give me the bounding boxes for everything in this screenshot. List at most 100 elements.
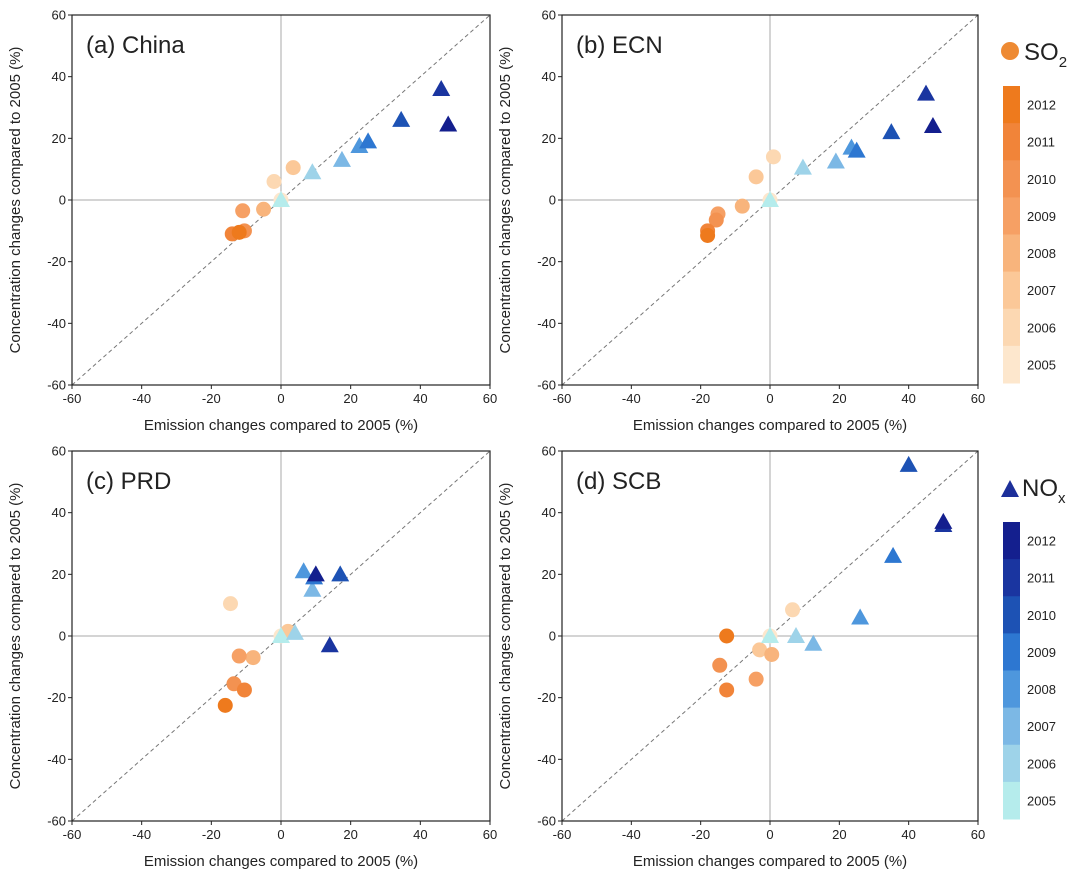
so2-point-2007 <box>748 169 764 185</box>
y-tick-label: 0 <box>549 629 556 644</box>
y-tick-label: 60 <box>542 444 556 459</box>
colorbar-swatch-2010 <box>1003 596 1020 634</box>
colorbar-year-label: 2007 <box>1027 719 1056 734</box>
colorbar-swatch-2006 <box>1003 744 1020 783</box>
y-tick-label: -60 <box>537 814 556 829</box>
nox-point-2008 <box>851 608 870 625</box>
so2-point-2012 <box>217 697 233 713</box>
colorbar-year-label: 2010 <box>1027 608 1056 623</box>
nox-point-2006 <box>793 158 812 175</box>
colorbar-year-label: 2008 <box>1027 246 1056 261</box>
so2-point-2006 <box>785 602 801 618</box>
so2-point-2007 <box>752 642 768 658</box>
x-axis-label: Emission changes compared to 2005 (%) <box>633 417 907 434</box>
nox-point-2010 <box>882 123 901 140</box>
colorbar-year-label: 2007 <box>1027 283 1056 298</box>
x-tick-label: 40 <box>901 391 915 406</box>
y-tick-label: 0 <box>59 193 66 208</box>
y-tick-label: 40 <box>52 69 66 84</box>
x-tick-label: 40 <box>413 391 427 406</box>
so2-point-2008 <box>256 201 272 217</box>
nox-point-2010 <box>392 110 411 127</box>
so2-point-2007 <box>285 160 301 176</box>
x-tick-label: 40 <box>413 827 427 842</box>
x-tick-label: 40 <box>901 827 915 842</box>
nox-point-2006 <box>285 623 304 640</box>
x-tick-label: 60 <box>483 391 497 406</box>
colorbar-swatch-2008 <box>1003 670 1020 709</box>
colorbar-swatch-2011 <box>1003 559 1020 597</box>
nox-point-2005 <box>272 627 290 643</box>
nox-point-2012 <box>934 512 953 529</box>
colorbar-swatch-2009 <box>1003 633 1020 671</box>
x-tick-label: 0 <box>277 391 284 406</box>
legend-nox: NOx 2012 2011 2010 2009 2008 2007 2006 2005 <box>1001 475 1066 820</box>
x-tick-label: -20 <box>691 827 710 842</box>
colorbar-year-label: 2009 <box>1027 645 1056 660</box>
x-tick-label: -20 <box>691 391 710 406</box>
colorbar-year-label: 2011 <box>1027 571 1055 586</box>
so2-point-2006 <box>222 596 238 612</box>
nox-point-2007 <box>804 634 823 651</box>
so2-point-2011 <box>236 682 252 698</box>
nox-point-2007 <box>303 580 322 597</box>
x-tick-label: 20 <box>343 827 357 842</box>
nox-point-2011 <box>917 84 935 101</box>
nox-legend-label: NOx <box>1022 475 1066 507</box>
x-tick-label: 60 <box>971 827 985 842</box>
nox-point-2005 <box>761 191 779 207</box>
x-tick-label: -40 <box>132 827 151 842</box>
colorbar-swatch-2005 <box>1003 781 1020 820</box>
colorbar-swatch-2012 <box>1003 522 1020 560</box>
y-tick-label: -20 <box>47 690 66 705</box>
x-axis-label: Emission changes compared to 2005 (%) <box>144 417 418 434</box>
y-tick-label: -40 <box>47 752 66 767</box>
colorbar-year-label: 2010 <box>1027 172 1056 187</box>
panels: -60 -40 -20 0 20 40 60 -60 -40 -20 0 20 40 60 Emission… <box>7 8 985 871</box>
x-tick-label: -60 <box>553 827 572 842</box>
nox-point-2008 <box>294 562 313 579</box>
x-tick-label: 0 <box>766 391 773 406</box>
so2-point-2012 <box>231 224 247 240</box>
one-to-one-line <box>561 14 979 386</box>
colorbar-swatch-2007 <box>1003 271 1020 310</box>
y-tick-label: -20 <box>537 254 556 269</box>
colorbar-year-label: 2008 <box>1027 682 1056 697</box>
colorbar-year-label: 2005 <box>1027 357 1056 372</box>
nox-point-2010 <box>331 565 350 582</box>
nox-point-2006 <box>787 627 805 643</box>
y-tick-label: 60 <box>542 8 556 23</box>
y-tick-label: 20 <box>52 567 66 582</box>
panel-title: (b) ECN <box>576 32 663 59</box>
x-tick-label: 0 <box>277 827 284 842</box>
panel-title: (d) SCB <box>576 468 661 495</box>
nox-point-2009 <box>884 546 903 563</box>
so2-colorbar: 2012 2011 2010 2009 2008 2007 2006 2005 <box>1003 86 1056 384</box>
nox-point-2007 <box>826 152 845 169</box>
y-tick-label: -60 <box>47 814 66 829</box>
y-tick-label: 20 <box>52 131 66 146</box>
y-tick-label: 40 <box>542 505 556 520</box>
colorbar-swatch-2008 <box>1003 234 1020 273</box>
x-axis-label: Emission changes compared to 2005 (%) <box>144 853 418 870</box>
nox-point-2012 <box>923 117 942 133</box>
x-tick-label: 20 <box>832 391 846 406</box>
colorbar-swatch-2007 <box>1003 707 1020 746</box>
y-axis-label: Concentration changes compared to 2005 (… <box>497 483 514 790</box>
y-tick-label: -40 <box>537 316 556 331</box>
nox-point-2009 <box>847 141 866 158</box>
x-tick-label: 60 <box>971 391 985 406</box>
colorbar-year-label: 2005 <box>1027 793 1056 808</box>
so2-point-2009 <box>748 671 764 687</box>
nox-point-2006 <box>303 163 322 180</box>
nox-point-2011 <box>320 636 339 653</box>
one-to-one-line <box>561 450 979 822</box>
colorbar-year-label: 2012 <box>1027 98 1056 113</box>
x-tick-label: -40 <box>132 391 151 406</box>
x-tick-label: 20 <box>343 391 357 406</box>
y-tick-label: 40 <box>542 69 556 84</box>
nox-point-2008 <box>350 137 369 154</box>
colorbar-year-label: 2006 <box>1027 756 1056 771</box>
nox-point-2009 <box>359 132 378 149</box>
